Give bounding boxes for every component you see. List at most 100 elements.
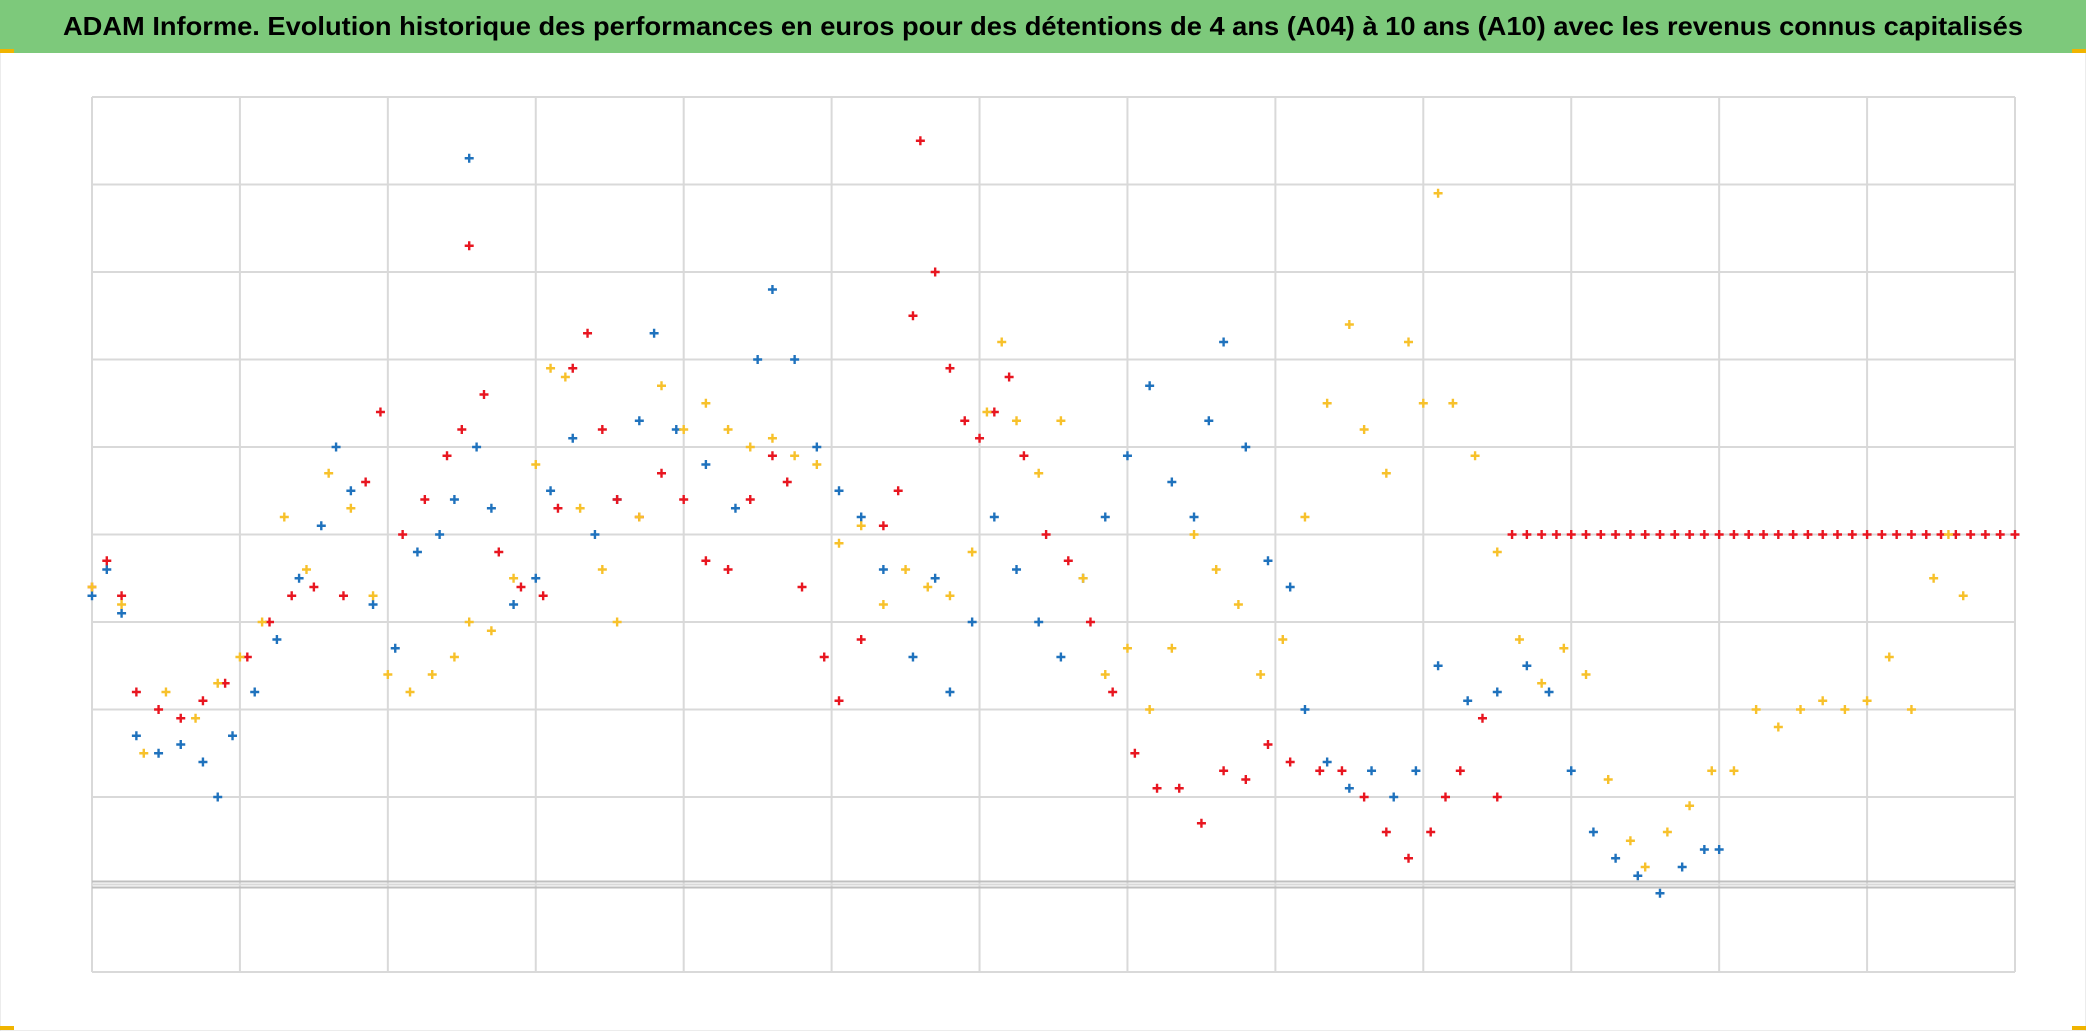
data-point — [1344, 320, 1354, 329]
data-point — [213, 678, 223, 688]
data-point — [1263, 556, 1273, 566]
data-point — [1492, 547, 1502, 557]
data-point — [634, 416, 644, 426]
data-point — [1012, 416, 1022, 426]
data-point — [1929, 573, 1939, 583]
data-point — [309, 582, 319, 592]
data-point — [597, 425, 607, 434]
data-point — [1174, 783, 1184, 793]
data-point — [1818, 696, 1828, 706]
data-point — [560, 372, 570, 382]
data-point — [1411, 766, 1421, 776]
data-point — [486, 503, 496, 513]
data-point — [1655, 530, 1665, 539]
data-point — [272, 635, 282, 644]
data-point — [1514, 635, 1524, 644]
data-point — [1344, 783, 1354, 793]
data-point — [257, 617, 267, 627]
data-point — [1544, 687, 1554, 697]
data-point — [1167, 477, 1177, 487]
data-point — [1537, 678, 1547, 688]
data-point — [390, 643, 400, 653]
data-point — [812, 442, 822, 452]
data-point — [1662, 827, 1672, 837]
data-point — [1906, 705, 1916, 714]
data-point — [1522, 530, 1532, 539]
data-point — [819, 652, 829, 662]
data-point — [634, 512, 644, 522]
data-point — [1655, 888, 1665, 898]
data-point — [1751, 705, 1761, 714]
data-point — [1100, 512, 1110, 522]
data-point — [1219, 337, 1229, 347]
data-point — [1004, 372, 1014, 382]
data-point — [1581, 530, 1591, 539]
data-point — [1337, 766, 1347, 776]
data-point — [1625, 836, 1635, 846]
data-point — [590, 530, 600, 539]
data-point — [1219, 766, 1229, 776]
data-point — [1100, 670, 1110, 679]
data-point — [1263, 740, 1273, 749]
data-point — [856, 635, 866, 644]
data-point — [1522, 661, 1532, 671]
data-point — [834, 538, 844, 548]
data-point — [982, 407, 992, 417]
data-point — [1433, 661, 1443, 671]
data-point — [442, 451, 452, 461]
data-point — [102, 556, 112, 566]
data-point — [316, 521, 326, 531]
baseline — [92, 880, 2015, 889]
data-point — [1189, 530, 1199, 539]
data-point — [1699, 530, 1709, 539]
title-banner — [0, 0, 2086, 53]
data-point — [679, 425, 689, 434]
data-point — [131, 731, 141, 741]
data-point — [568, 363, 578, 373]
data-point — [531, 460, 541, 469]
data-point — [1611, 853, 1621, 863]
data-point — [1847, 530, 1857, 539]
data-point — [975, 433, 985, 443]
data-point — [546, 486, 556, 496]
data-point — [856, 521, 866, 531]
data-point — [1241, 775, 1251, 784]
data-point — [908, 311, 918, 321]
data-point — [1285, 582, 1295, 592]
data-point — [1611, 530, 1621, 539]
data-point — [131, 687, 141, 697]
data-point — [538, 591, 548, 601]
data-point — [1714, 530, 1724, 539]
data-point — [893, 486, 903, 496]
data-point — [1285, 757, 1295, 767]
data-point — [301, 565, 311, 574]
data-point — [1367, 766, 1377, 776]
data-point — [494, 547, 504, 557]
data-point — [901, 565, 911, 574]
data-point — [649, 328, 659, 338]
data-point — [420, 495, 430, 504]
data-point — [575, 503, 585, 513]
data-point — [546, 363, 556, 373]
data-point — [1892, 530, 1902, 539]
data-point — [1418, 398, 1428, 408]
data-point — [1108, 687, 1118, 697]
data-point — [1685, 530, 1695, 539]
data-point — [782, 477, 792, 487]
data-point — [346, 503, 356, 513]
data-point — [1729, 766, 1739, 776]
data-point — [472, 442, 482, 452]
data-point — [1581, 670, 1591, 679]
data-point — [1840, 705, 1850, 714]
data-point — [412, 547, 422, 557]
data-point — [464, 153, 474, 163]
data-point — [1433, 188, 1443, 198]
data-point — [1389, 792, 1399, 802]
data-point — [767, 433, 777, 443]
data-point — [834, 696, 844, 706]
data-point — [1966, 530, 1976, 539]
data-point — [324, 468, 334, 478]
data-point — [117, 600, 127, 609]
data-point — [701, 398, 711, 408]
